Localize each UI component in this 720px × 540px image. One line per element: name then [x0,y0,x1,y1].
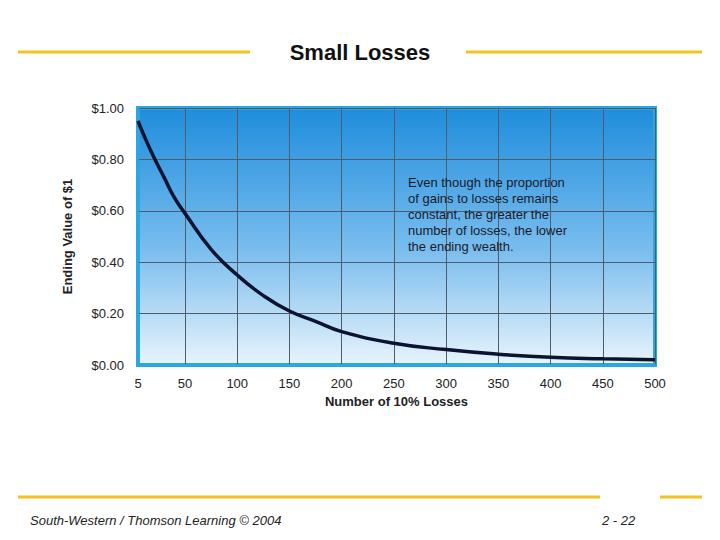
svg-text:350: 350 [487,376,509,391]
svg-text:50: 50 [178,376,192,391]
svg-text:500: 500 [644,376,666,391]
svg-text:South-Western / Thomson Learni: South-Western / Thomson Learning © 2004 [30,513,281,528]
svg-text:400: 400 [540,376,562,391]
svg-text:5: 5 [134,376,141,391]
svg-text:number of losses, the lower: number of losses, the lower [408,223,568,238]
svg-text:constant, the greater the: constant, the greater the [408,207,549,222]
svg-text:150: 150 [279,376,301,391]
svg-text:$0.00: $0.00 [91,358,124,373]
svg-text:100: 100 [226,376,248,391]
svg-text:$0.80: $0.80 [91,152,124,167]
svg-text:Small Losses: Small Losses [290,40,431,65]
svg-text:the ending wealth.: the ending wealth. [408,239,514,254]
svg-text:Number of 10% Losses: Number of 10% Losses [325,394,468,409]
svg-text:of gains to losses remains: of gains to losses remains [408,191,559,206]
svg-text:200: 200 [331,376,353,391]
svg-text:450: 450 [592,376,614,391]
svg-text:$0.60: $0.60 [91,203,124,218]
svg-text:250: 250 [383,376,405,391]
svg-text:Even though the proportion: Even though the proportion [408,175,565,190]
svg-text:$0.20: $0.20 [91,306,124,321]
svg-text:Ending Value of $1: Ending Value of $1 [60,179,75,295]
svg-text:$1.00: $1.00 [91,101,124,116]
svg-text:300: 300 [435,376,457,391]
svg-text:$0.40: $0.40 [91,255,124,270]
svg-text:2 - 22: 2 - 22 [601,513,636,528]
